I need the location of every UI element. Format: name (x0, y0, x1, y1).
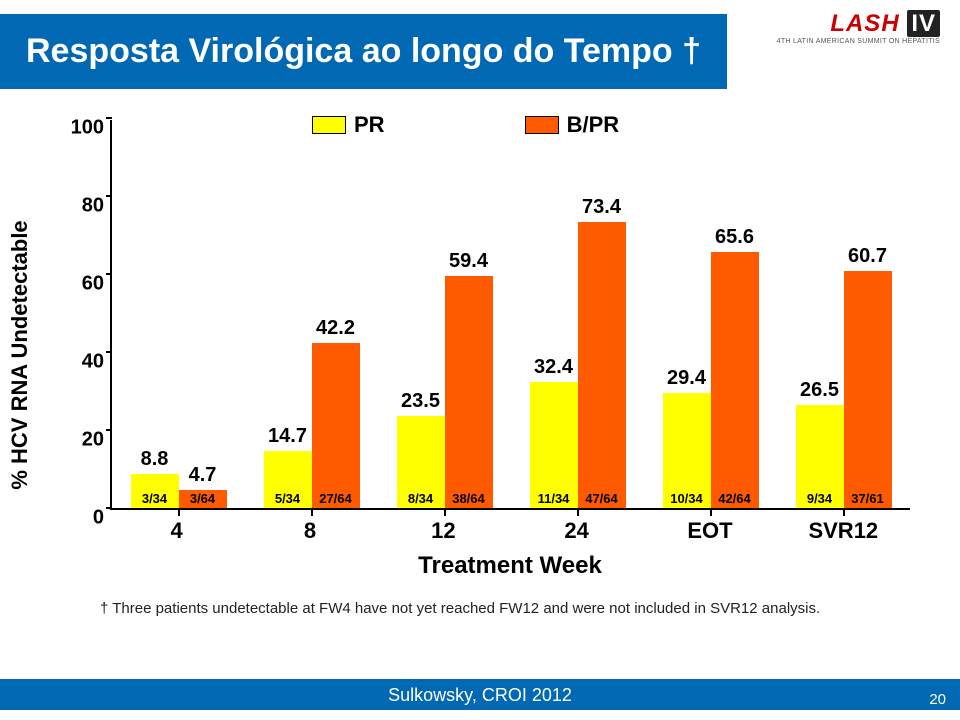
x-tick-label: 24 (510, 518, 643, 544)
bar: 32.411/34 (530, 382, 578, 508)
bar-fraction-label: 47/64 (585, 491, 618, 506)
bar-fraction-label: 11/34 (538, 491, 570, 506)
bar-value-label: 23.5 (401, 390, 440, 413)
bar-value-label: 42.2 (316, 317, 355, 340)
bar-pair: 8.83/344.73/64 (131, 120, 227, 508)
bar-group: 8.83/344.73/64 (112, 120, 245, 508)
bar-pair: 14.75/3442.227/64 (264, 120, 360, 508)
bar: 8.83/34 (131, 474, 179, 508)
bar-fraction-label: 3/64 (190, 491, 215, 506)
x-tick-label: 8 (243, 518, 376, 544)
bar-fraction-label: 5/34 (275, 491, 300, 506)
x-tick-label: 12 (377, 518, 510, 544)
y-tick-mark (106, 117, 112, 119)
bar-pair: 32.411/3473.447/64 (530, 120, 626, 508)
bar: 60.737/61 (844, 271, 892, 508)
bar: 26.59/34 (796, 405, 844, 508)
bar-value-label: 4.7 (189, 464, 217, 487)
bar-pair: 26.59/3460.737/61 (796, 120, 892, 508)
y-tick-label: 20 (64, 429, 104, 452)
bar-groups: 8.83/344.73/6414.75/3442.227/6423.58/345… (112, 120, 910, 508)
bar: 4.73/64 (179, 490, 227, 508)
y-tick-label: 60 (64, 273, 104, 296)
bar: 23.58/34 (397, 416, 445, 508)
x-tick-mark (843, 508, 845, 516)
logo-block: LASH IV 4TH LATIN AMERICAN SUMMIT ON HEP… (777, 10, 940, 45)
citation-bar: Sulkowsky, CROI 2012 (0, 679, 960, 710)
y-tick-label: 40 (64, 351, 104, 374)
bar-fraction-label: 8/34 (408, 491, 433, 506)
x-tick-mark (178, 508, 180, 516)
bar-pair: 29.410/3465.642/64 (663, 120, 759, 508)
bar: 73.447/64 (578, 222, 626, 508)
y-axis-label: % HCV RNA Undetectable (7, 220, 33, 489)
x-axis-label: Treatment Week (110, 552, 910, 580)
bar-fraction-label: 38/64 (452, 491, 485, 506)
x-tick-label: 4 (110, 518, 243, 544)
bar: 59.438/64 (445, 276, 493, 508)
logo-subtitle: 4TH LATIN AMERICAN SUMMIT ON HEPATITIS (777, 38, 940, 45)
chart-container: % HCV RNA Undetectable PRB/PR 0204060801… (30, 120, 930, 590)
bar-group: 23.58/3459.438/64 (378, 120, 511, 508)
bar: 29.410/34 (663, 393, 711, 508)
bar-fraction-label: 27/64 (319, 491, 352, 506)
bar-fraction-label: 37/61 (851, 491, 884, 506)
bar-group: 32.411/3473.447/64 (511, 120, 644, 508)
bar-fraction-label: 9/34 (807, 491, 832, 506)
y-tick-label: 0 (64, 507, 104, 530)
x-tick-mark (444, 508, 446, 516)
bar-value-label: 59.4 (449, 250, 488, 273)
x-tick-mark (577, 508, 579, 516)
logo-main: LASH IV (777, 10, 940, 38)
footnote-text: † Three patients undetectable at FW4 hav… (100, 600, 900, 617)
bar-value-label: 29.4 (667, 367, 706, 390)
slide-title: Resposta Virológica ao longo do Tempo † (0, 14, 727, 89)
bar-value-label: 60.7 (848, 245, 887, 268)
bar: 65.642/64 (711, 252, 759, 508)
bar: 14.75/34 (264, 451, 312, 508)
bar-group: 26.59/3460.737/61 (777, 120, 910, 508)
bar-value-label: 73.4 (582, 196, 621, 219)
bar-group: 29.410/3465.642/64 (644, 120, 777, 508)
x-tick-label: EOT (643, 518, 776, 544)
bar-pair: 23.58/3459.438/64 (397, 120, 493, 508)
bar-value-label: 26.5 (800, 379, 839, 402)
bar-value-label: 14.7 (268, 425, 307, 448)
x-tick-mark (710, 508, 712, 516)
plot-area: PRB/PR 020406080100 8.83/344.73/6414.75/… (110, 120, 910, 510)
x-tick-mark (311, 508, 313, 516)
bar: 42.227/64 (312, 343, 360, 508)
bar-value-label: 32.4 (534, 356, 573, 379)
page-number: 20 (929, 691, 946, 708)
y-tick-label: 100 (64, 117, 104, 140)
bar-fraction-label: 3/34 (142, 491, 167, 506)
bar-fraction-label: 10/34 (670, 491, 703, 506)
x-tick-label: SVR12 (777, 518, 910, 544)
bar-group: 14.75/3442.227/64 (245, 120, 378, 508)
y-tick-label: 80 (64, 195, 104, 218)
bar-fraction-label: 42/64 (718, 491, 751, 506)
bar-value-label: 8.8 (141, 448, 169, 471)
bar-value-label: 65.6 (715, 226, 754, 249)
